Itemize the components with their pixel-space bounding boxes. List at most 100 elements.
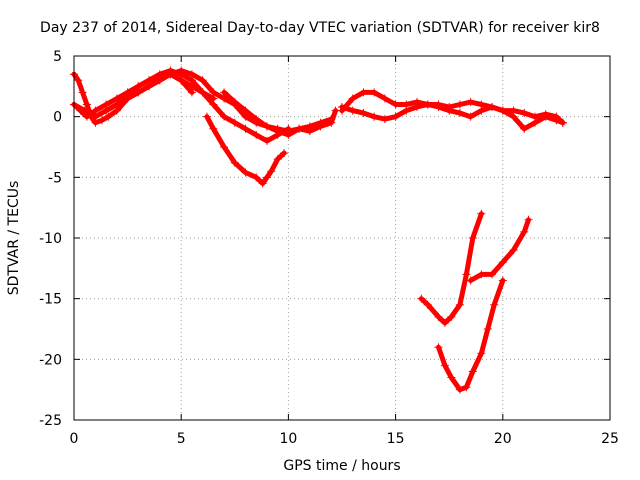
data-point xyxy=(488,102,497,111)
y-tick-label: -15 xyxy=(39,292,62,308)
data-point xyxy=(434,102,443,111)
y-tick-label: -5 xyxy=(48,170,62,186)
data-point xyxy=(327,115,336,124)
data-series xyxy=(70,66,567,394)
data-point xyxy=(262,173,271,182)
markers-arc-6 xyxy=(220,88,336,139)
series-arc-4 xyxy=(103,68,339,134)
data-point xyxy=(267,167,276,176)
data-point xyxy=(488,270,497,279)
data-point xyxy=(483,325,492,333)
data-point xyxy=(520,109,529,118)
x-axis-label: GPS time / hours xyxy=(283,458,400,474)
data-point xyxy=(423,300,432,309)
data-point xyxy=(552,116,561,125)
data-point xyxy=(455,300,464,309)
data-point xyxy=(220,112,229,121)
data-point xyxy=(97,116,106,125)
data-point xyxy=(252,173,261,182)
markers-arc-9 xyxy=(417,209,486,327)
data-point xyxy=(202,112,211,121)
series-arc-9 xyxy=(418,211,484,326)
data-point xyxy=(370,88,379,97)
data-point xyxy=(391,100,400,109)
data-point xyxy=(417,294,426,303)
data-point xyxy=(348,94,357,103)
data-point xyxy=(241,124,250,133)
markers-arc-4 xyxy=(102,66,340,136)
data-point xyxy=(155,76,164,85)
data-point xyxy=(220,143,229,151)
series-arc-11 xyxy=(436,278,506,393)
data-point xyxy=(455,109,464,118)
data-point xyxy=(166,70,175,79)
data-point xyxy=(423,100,432,109)
data-point xyxy=(468,367,477,376)
data-point xyxy=(477,349,486,358)
data-point xyxy=(82,100,91,109)
data-point xyxy=(359,109,368,118)
chart-title: Day 237 of 2014, Sidereal Day-to-day VTE… xyxy=(40,20,600,36)
y-tick-label: 0 xyxy=(53,110,62,126)
series-arc-7 xyxy=(339,89,566,126)
data-point xyxy=(524,215,533,224)
data-point xyxy=(445,106,454,115)
data-point xyxy=(187,70,196,79)
data-point xyxy=(391,112,400,121)
y-tick-label: -25 xyxy=(39,413,62,429)
data-point xyxy=(123,94,132,103)
data-point xyxy=(380,115,389,124)
data-point xyxy=(295,124,304,133)
series-arc-8 xyxy=(339,102,566,132)
data-point xyxy=(447,312,456,321)
markers-arc-5 xyxy=(202,112,289,188)
markers-arc-10 xyxy=(466,215,533,285)
markers-arc-11 xyxy=(434,276,507,394)
data-point xyxy=(316,118,325,127)
data-point xyxy=(145,82,154,91)
data-point xyxy=(380,94,389,103)
data-point xyxy=(80,106,89,115)
data-point xyxy=(280,149,289,158)
axis-ticks: 0 5 10 15 20 25 5 0 -5 -10 -15 -20 -25 xyxy=(39,49,619,447)
data-point xyxy=(220,88,229,97)
data-point xyxy=(447,373,456,382)
data-point xyxy=(198,76,207,85)
data-point xyxy=(477,209,486,218)
y-axis-label: SDTVAR / TECUs xyxy=(6,181,22,296)
data-point xyxy=(440,361,449,370)
data-point xyxy=(241,106,250,115)
data-point xyxy=(91,112,100,121)
y-tick-label: -20 xyxy=(39,352,62,368)
data-point xyxy=(198,88,207,97)
data-point xyxy=(338,102,346,111)
data-point xyxy=(209,100,218,109)
data-point xyxy=(509,246,518,255)
data-point xyxy=(462,383,471,392)
data-point xyxy=(134,88,143,97)
data-point xyxy=(466,276,475,285)
data-point xyxy=(440,318,449,327)
data-point xyxy=(509,112,518,121)
data-point xyxy=(273,155,282,164)
data-point xyxy=(466,112,475,121)
data-point xyxy=(273,127,282,136)
data-point xyxy=(284,130,293,139)
markers-arc-8 xyxy=(338,100,567,133)
data-point xyxy=(370,112,379,121)
data-point xyxy=(498,276,507,285)
data-point xyxy=(348,106,357,115)
data-point xyxy=(305,122,314,131)
data-point xyxy=(252,130,261,139)
data-point xyxy=(230,158,239,167)
data-point xyxy=(262,136,271,145)
data-point xyxy=(498,258,507,267)
x-tick-label: 25 xyxy=(601,431,619,447)
data-point xyxy=(258,179,267,188)
data-point xyxy=(498,106,507,115)
data-point xyxy=(252,115,261,124)
data-point xyxy=(209,124,218,133)
data-point xyxy=(402,106,411,115)
data-point xyxy=(466,98,475,107)
